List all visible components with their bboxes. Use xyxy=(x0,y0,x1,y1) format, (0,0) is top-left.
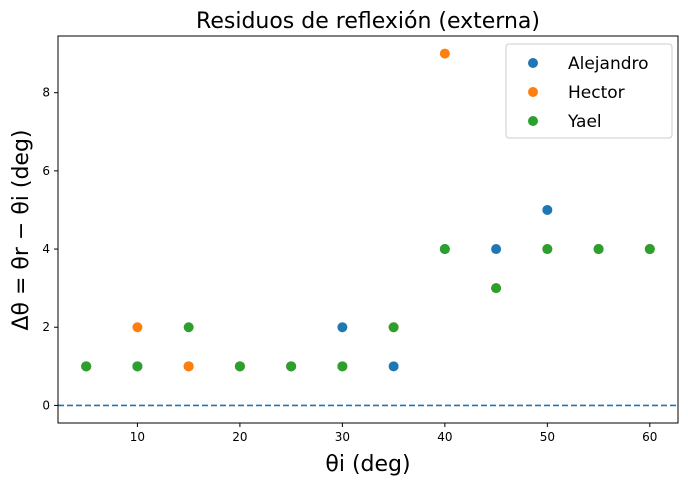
y-axis-label: Δθ = θr − θi (deg) xyxy=(9,129,34,330)
data-point-yael xyxy=(286,361,297,372)
y-tick-label: 0 xyxy=(42,398,50,412)
data-point-yael xyxy=(132,361,143,372)
legend-marker-alejandro xyxy=(528,58,538,68)
x-tick-label: 20 xyxy=(232,430,247,444)
x-tick-label: 10 xyxy=(130,430,145,444)
data-point-yael xyxy=(388,322,399,333)
y-tick-label: 6 xyxy=(42,164,50,178)
plot-area: 10 20 30 40 50 60 0 2 4 6 8 xyxy=(42,48,678,444)
y-tick-label: 8 xyxy=(42,86,50,100)
data-point-alejandro xyxy=(542,204,553,215)
data-point-yael xyxy=(234,361,245,372)
data-point-yael xyxy=(593,244,604,255)
data-point-alejandro xyxy=(337,322,348,333)
x-tick-label: 60 xyxy=(642,430,657,444)
legend: Alejandro Hector Yael xyxy=(505,43,673,139)
legend-marker-yael xyxy=(528,116,538,126)
plot-frame xyxy=(57,35,679,424)
data-point-yael xyxy=(183,322,194,333)
legend-box xyxy=(505,43,673,139)
data-point-yael xyxy=(491,283,502,294)
legend-label: Yael xyxy=(567,112,602,132)
x-axis-label: θi (deg) xyxy=(325,452,410,477)
legend-marker-hector xyxy=(528,87,538,97)
data-point-alejandro xyxy=(388,361,399,372)
y-tick-label: 4 xyxy=(42,242,50,256)
data-point-yael xyxy=(542,244,553,255)
y-tick-label: 2 xyxy=(42,320,50,334)
data-point-hector xyxy=(183,361,194,372)
x-tick-label: 40 xyxy=(437,430,452,444)
data-point-hector xyxy=(439,48,450,59)
legend-label: Hector xyxy=(568,83,625,103)
data-point-hector xyxy=(132,322,143,333)
x-tick-label: 30 xyxy=(335,430,350,444)
chart-title: Residuos de reflexión (externa) xyxy=(196,9,540,34)
data-point-yael xyxy=(644,244,655,255)
legend-label: Alejandro xyxy=(568,54,649,74)
data-point-yael xyxy=(439,244,450,255)
data-point-yael xyxy=(337,361,348,372)
x-tick-label: 50 xyxy=(540,430,555,444)
data-point-alejandro xyxy=(491,244,502,255)
data-point-yael xyxy=(81,361,92,372)
